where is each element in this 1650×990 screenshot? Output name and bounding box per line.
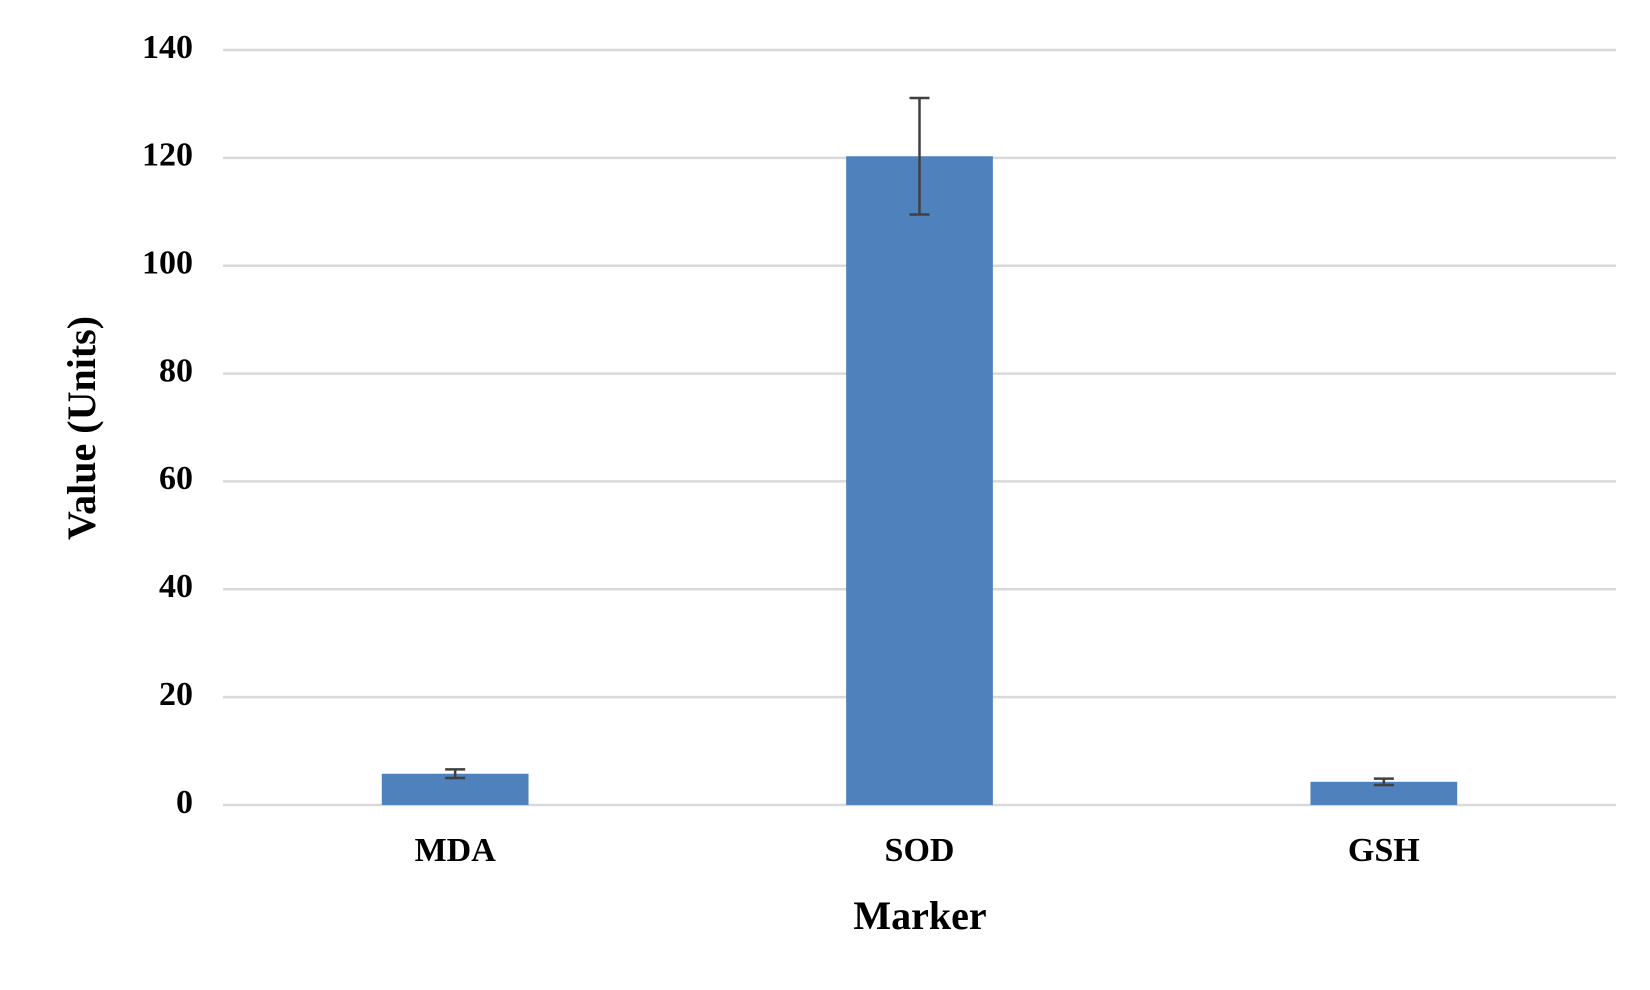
error-bar [909,96,930,216]
error-bar [445,768,466,780]
bar [846,156,993,806]
x-tick-label: GSH [1348,832,1420,869]
y-tick-label: 120 [142,137,193,174]
y-tick-label: 80 [159,352,193,389]
error-bar [1373,777,1394,787]
y-tick-label: 60 [159,460,193,497]
y-tick-label: 40 [159,568,193,605]
y-tick-label: 20 [159,676,193,713]
y-tick-label: 140 [142,29,193,66]
x-tick-label: MDA [415,832,497,869]
bar [1310,781,1458,805]
y-tick-label: 0 [176,784,193,821]
x-axis-title: Marker [853,893,986,938]
y-tick-label: 100 [142,245,193,282]
x-tick-label: SOD [885,832,955,869]
y-axis-title: Value (Units) [59,316,104,540]
